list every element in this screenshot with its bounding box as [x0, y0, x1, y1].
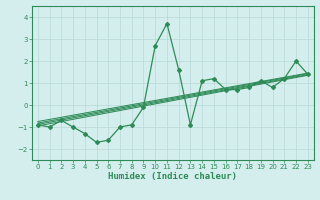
- X-axis label: Humidex (Indice chaleur): Humidex (Indice chaleur): [108, 172, 237, 181]
